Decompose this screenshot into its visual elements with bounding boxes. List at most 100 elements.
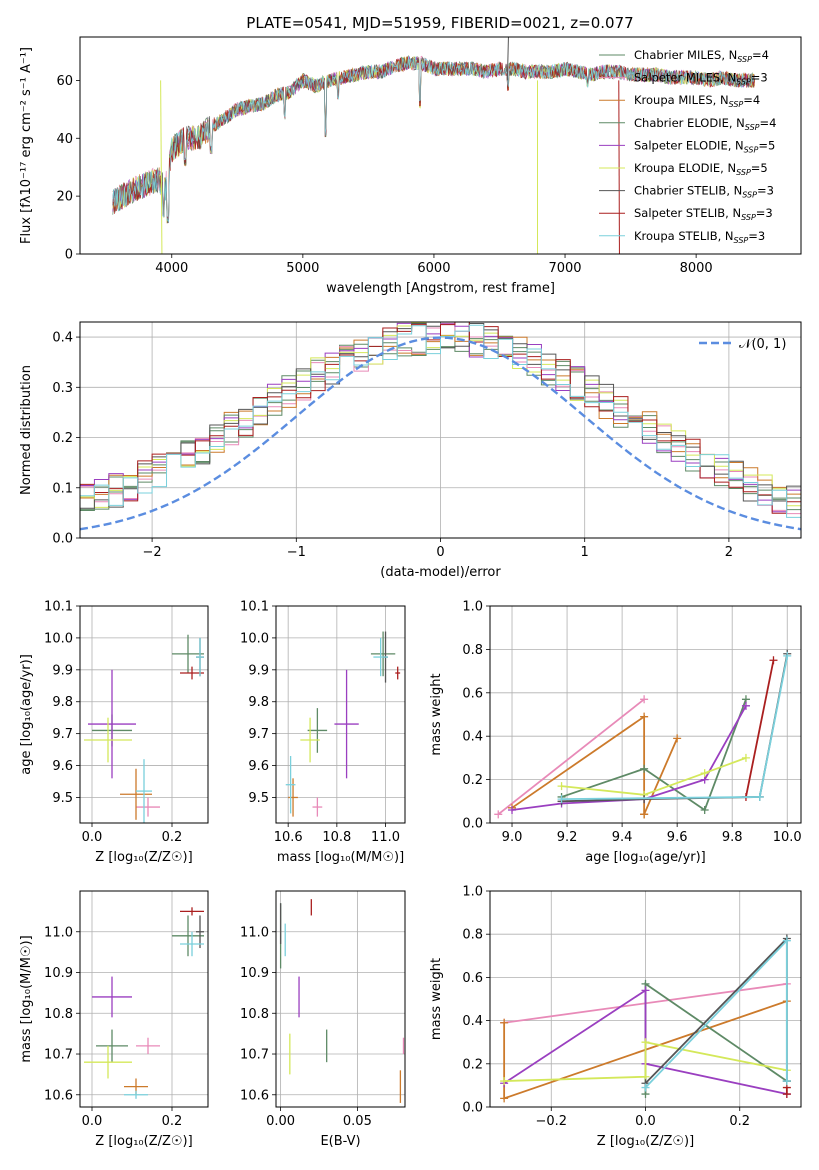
weight-series-line (497, 698, 645, 816)
errorbar-point (373, 637, 388, 677)
figure-title: PLATE=0541, MJD=51959, FIBERID=0021, z=0… (246, 14, 633, 32)
model-spectrum-line (112, 56, 755, 220)
y-tick-label: 0 (65, 248, 73, 263)
x-tick-label: 2 (725, 545, 733, 560)
legend-entry: Kroupa MILES, NSSP=4 (634, 93, 760, 109)
x-tick-label: 5000 (286, 261, 319, 276)
x-axis-label: Z [log₁₀(Z/Z☉)] (597, 1134, 694, 1149)
y-axis-label: mass weight (429, 958, 444, 1040)
residual-histogram-panel: −2 −1 0 1 2 0.0 0.1 0.2 0.3 0.4 (data-model)/error… (19, 321, 802, 580)
errorbar-point (124, 1090, 148, 1099)
weight-point-marker (500, 1077, 509, 1086)
y-tick-label: 9.6 (52, 759, 73, 774)
axes-frame (275, 605, 406, 824)
x-tick-label: −2 (143, 545, 162, 560)
errorbar-point (84, 717, 132, 763)
weight-series-line (503, 988, 788, 1095)
errorbar-point (88, 669, 136, 779)
y-tick-label: 0.1 (52, 481, 73, 496)
x-tick-label: 0.00 (266, 1114, 295, 1129)
plot-area (494, 649, 792, 819)
mass-vs-metallicity-panel: 0.0 0.2 10.6 10.7 10.8 10.9 11.0 Z [log₁₀(Z/Z☉)… (19, 890, 209, 1149)
errorbar-point (395, 666, 401, 680)
x-tick-label: 0.2 (729, 1114, 750, 1129)
plot-area (285, 631, 401, 817)
y-tick-label: 10.0 (240, 631, 269, 646)
y-axis-label: Normed distribution (19, 365, 34, 495)
x-tick-label: −0.2 (535, 1114, 567, 1129)
errorbar-point (136, 1037, 160, 1055)
y-tick-label: 10.9 (240, 966, 269, 981)
weight-point-marker (500, 1018, 509, 1027)
weight-point-marker (782, 1077, 791, 1086)
y-tick-label: 10.8 (44, 1007, 73, 1022)
y-tick-label: 0.4 (462, 730, 483, 745)
weight-point-marker (557, 795, 566, 804)
x-axis-label: age [log₁₀(age/yr)] (585, 850, 706, 865)
weight-point-marker (500, 1094, 509, 1103)
legend-entry: Chabrier MILES, NSSP=4 (634, 48, 769, 64)
weight-series-line (561, 653, 789, 803)
legend-entry: Chabrier ELODIE, NSSP=4 (634, 116, 776, 132)
errorbar-point (172, 634, 204, 674)
x-axis-label: (data-model)/error (380, 565, 501, 580)
weight-series-line (504, 1041, 788, 1082)
age-vs-metallicity-panel: 0.0 0.2 9.5 9.6 9.7 9.8 9.9 10.0 10.1 Z [log₁₀(Z/… (19, 600, 209, 865)
x-tick-label: −1 (287, 545, 306, 560)
weight-point-marker (673, 734, 682, 743)
plot-area (500, 934, 791, 1103)
y-tick-label: 9.9 (52, 663, 73, 678)
legend-entry: 𝒩(0, 1) (739, 337, 786, 352)
spectrum-spike (618, 80, 620, 254)
errorbar-point (172, 915, 204, 957)
weight-point-marker (494, 810, 503, 819)
plot-area (80, 322, 801, 538)
y-tick-label: 0.6 (462, 971, 483, 986)
y-axis-label: mass [log₁₀(M/M☉)] (19, 935, 34, 1062)
weight-point-marker (641, 1038, 650, 1047)
weight-point-marker (782, 936, 791, 945)
weight-point-marker (640, 712, 649, 721)
y-tick-label: 1.0 (462, 885, 483, 900)
errorbar-point (180, 931, 204, 957)
y-tick-label: 10.7 (44, 1048, 73, 1063)
errorbar-point (136, 797, 160, 817)
legend-entry: Salpeter MILES, NSSP=3 (634, 71, 768, 87)
y-tick-label: 0.2 (462, 1057, 483, 1072)
errorbar-point (312, 797, 323, 817)
mass-vs-ebv-panel: 0.00 0.05 10.6 10.7 10.8 10.9 11.0 E(B-V) (240, 890, 406, 1149)
y-tick-label: 0.4 (462, 1014, 483, 1029)
errorbar-point (136, 759, 152, 823)
y-axis-label: age [log₁₀(age/yr)] (19, 654, 34, 775)
spectrum-spike (160, 80, 163, 254)
weight-point-marker (640, 695, 649, 704)
age-vs-mass-panel: 10.6 10.8 11.0 9.5 9.6 9.7 9.8 9.9 10.0 10.1 mass … (240, 600, 406, 865)
y-tick-label: 0.8 (462, 928, 483, 943)
y-tick-label: 11.0 (240, 925, 269, 940)
y-tick-label: 10.7 (240, 1048, 269, 1063)
x-tick-label: 0.2 (162, 1114, 183, 1129)
weight-point-marker (741, 753, 750, 762)
y-tick-label: 9.9 (248, 663, 269, 678)
errorbar-point (196, 915, 204, 949)
y-tick-label: 10.9 (44, 966, 73, 981)
axes-frame (79, 605, 209, 824)
plot-area (279, 899, 405, 1103)
x-tick-label: 9.2 (557, 830, 578, 845)
plot-area (112, 37, 755, 254)
axes-frame (79, 321, 802, 539)
weight-series-line (561, 757, 747, 796)
x-tick-label: 9.6 (667, 830, 688, 845)
x-tick-label: 9.0 (502, 830, 523, 845)
y-tick-label: 9.7 (52, 727, 73, 742)
spectrum-spike (506, 37, 509, 81)
y-tick-label: 9.7 (248, 727, 269, 742)
weight-point-marker (557, 782, 566, 791)
y-tick-label: 9.5 (248, 791, 269, 806)
x-axis-label: Z [log₁₀(Z/Z☉)] (95, 850, 192, 865)
y-tick-label: 0.3 (52, 381, 73, 396)
y-tick-label: 0.0 (462, 817, 483, 832)
errorbar-point (285, 755, 296, 814)
plot-area (84, 907, 204, 1099)
